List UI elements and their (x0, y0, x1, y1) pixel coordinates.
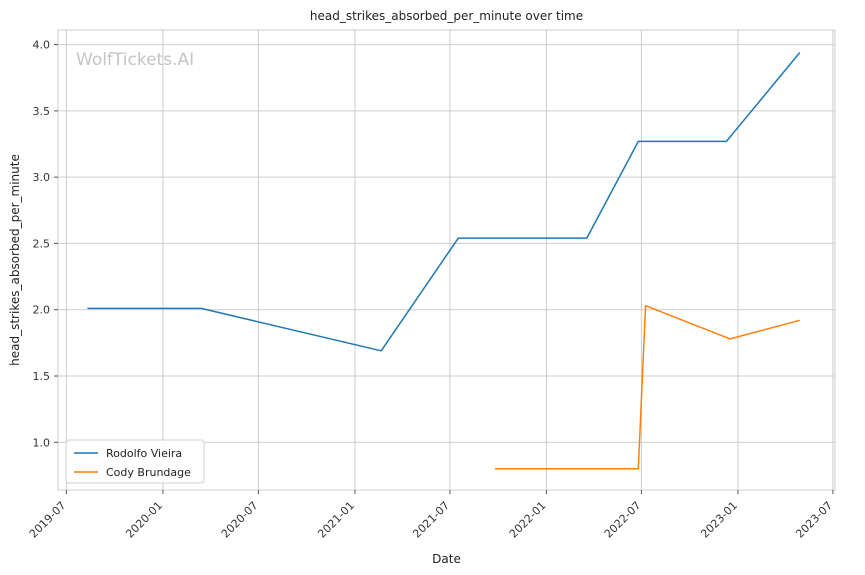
y-tick-label: 1.0 (33, 436, 51, 449)
y-axis-title: head_strikes_absorbed_per_minute (8, 154, 22, 366)
series-line-1 (495, 304, 800, 470)
watermark: WolfTickets.AI (76, 50, 194, 70)
y-tick-label: 3.0 (33, 171, 51, 184)
y-tick-label: 3.5 (33, 105, 51, 118)
x-axis-title: Date (432, 552, 461, 566)
legend-label: Rodolfo Vieira (106, 447, 182, 460)
grid (58, 30, 835, 490)
y-tick-label: 4.0 (33, 39, 51, 52)
series-layer (87, 52, 801, 470)
y-tick-label: 2.5 (33, 237, 51, 250)
plot-area (57, 29, 836, 491)
series-line-0 (87, 52, 801, 352)
legend-box (65, 439, 205, 484)
chart-title: head_strikes_absorbed_per_minute over ti… (310, 9, 583, 23)
y-axis: 1.0 1.5 2.0 2.5 3.0 3.5 4.0 (33, 39, 58, 449)
y-tick-label: 2.0 (33, 304, 51, 317)
y-tick-label: 1.5 (33, 370, 51, 383)
legend: Rodolfo Vieira Cody Brundage (65, 439, 205, 484)
legend-label: Cody Brundage (106, 466, 191, 479)
